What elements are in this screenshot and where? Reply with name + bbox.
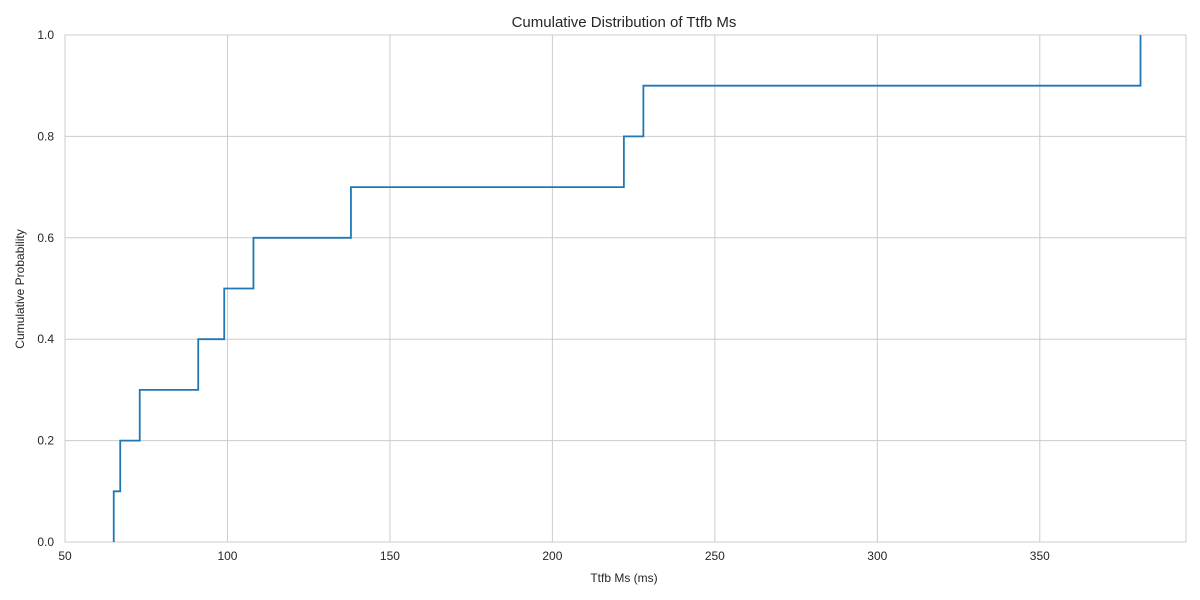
y-tick-label: 0.4 bbox=[37, 332, 54, 346]
x-tick-label: 300 bbox=[867, 549, 887, 563]
cdf-step-line bbox=[112, 35, 1142, 542]
y-tick-label: 1.0 bbox=[37, 28, 54, 42]
y-tick-label: 0.2 bbox=[37, 434, 54, 448]
chart-title: Cumulative Distribution of Ttfb Ms bbox=[512, 14, 737, 31]
cdf-series bbox=[112, 35, 1142, 542]
y-axis-label: Cumulative Probability bbox=[13, 229, 27, 348]
y-tick-label: 0.0 bbox=[37, 535, 54, 549]
x-tick-label: 150 bbox=[380, 549, 400, 563]
x-axis-ticks: 50 100 150 200 250 300 350 bbox=[58, 549, 1050, 563]
x-tick-label: 200 bbox=[542, 549, 562, 563]
plot-area-frame bbox=[64, 34, 1187, 543]
x-tick-label: 100 bbox=[217, 549, 237, 563]
y-tick-label: 0.8 bbox=[37, 129, 54, 143]
x-tick-label: 50 bbox=[58, 549, 72, 563]
x-tick-label: 350 bbox=[1030, 549, 1050, 563]
x-tick-label: 250 bbox=[705, 549, 725, 563]
y-axis-ticks: 0.0 0.2 0.4 0.6 0.8 1.0 bbox=[37, 28, 54, 549]
x-axis-label: Ttfb Ms (ms) bbox=[590, 571, 657, 585]
y-tick-label: 0.6 bbox=[37, 231, 54, 245]
